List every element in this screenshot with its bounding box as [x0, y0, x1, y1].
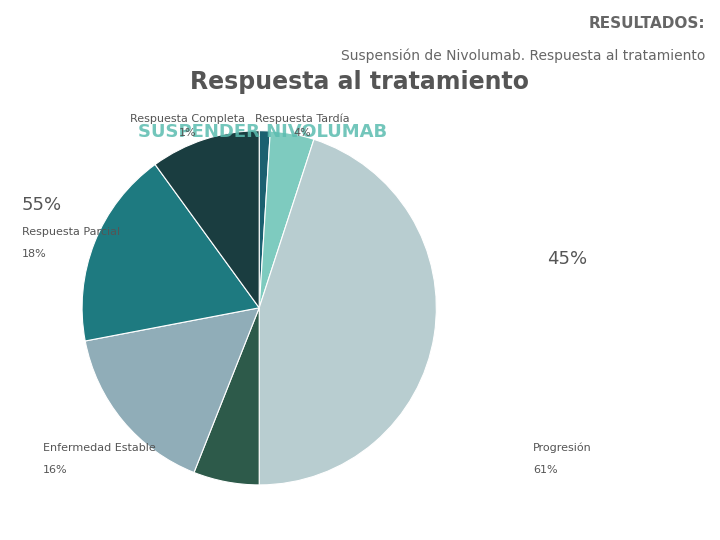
Text: 45%: 45%: [547, 250, 588, 268]
Text: 16%: 16%: [43, 465, 68, 475]
Wedge shape: [82, 165, 259, 341]
Text: Suspensión de Nivolumab. Respuesta al tratamiento: Suspensión de Nivolumab. Respuesta al tr…: [341, 49, 706, 63]
Text: Respuesta Tardía: Respuesta Tardía: [255, 114, 350, 124]
Text: Respuesta al tratamiento: Respuesta al tratamiento: [191, 70, 529, 94]
Wedge shape: [259, 131, 270, 308]
Text: Respuesta Completa: Respuesta Completa: [130, 114, 245, 124]
Text: Respuesta Parcial: Respuesta Parcial: [22, 227, 120, 237]
Wedge shape: [259, 139, 436, 485]
Text: Enfermedad Estable: Enfermedad Estable: [43, 443, 156, 453]
Text: RESULTADOS:: RESULTADOS:: [589, 16, 706, 31]
Text: SUSPENDER NIVOLUMAB: SUSPENDER NIVOLUMAB: [138, 123, 387, 141]
Wedge shape: [259, 131, 314, 308]
Wedge shape: [85, 308, 259, 472]
Text: 55%: 55%: [22, 196, 62, 214]
Wedge shape: [194, 308, 259, 485]
Text: Progresión: Progresión: [533, 443, 592, 454]
Text: 4%: 4%: [294, 127, 311, 138]
Wedge shape: [155, 131, 259, 308]
Text: 61%: 61%: [533, 465, 557, 475]
Text: 18%: 18%: [22, 249, 46, 259]
Text: 1%: 1%: [179, 127, 196, 138]
